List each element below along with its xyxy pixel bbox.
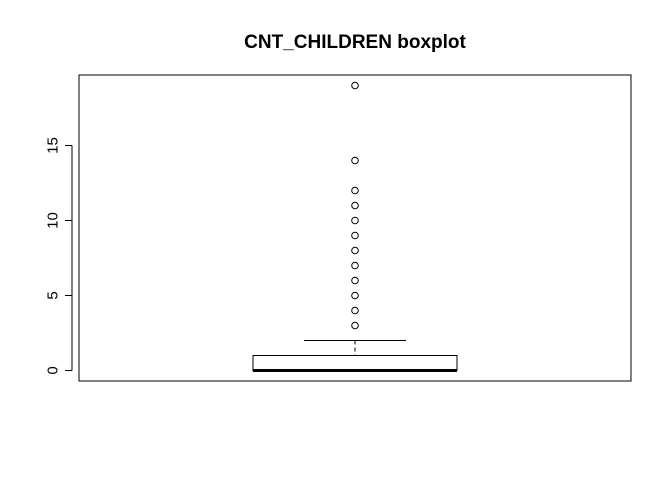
y-tick-label: 0 — [45, 366, 62, 374]
outlier-point — [351, 291, 359, 300]
outlier-point — [351, 81, 359, 90]
outlier-point — [351, 186, 359, 195]
y-axis: 0 5 10 15 — [45, 137, 73, 375]
y-tick-label: 10 — [45, 212, 62, 229]
outlier-point — [351, 306, 359, 315]
outlier-group — [351, 81, 359, 330]
outlier-point — [351, 276, 359, 285]
outlier-point — [351, 231, 359, 240]
outlier-point — [351, 261, 359, 270]
outlier-point — [351, 201, 359, 210]
outlier-point — [351, 216, 359, 225]
box-group — [252, 340, 458, 372]
outlier-point — [351, 321, 359, 330]
plot-frame — [78, 74, 632, 382]
chart-title: CNT_CHILDREN boxplot — [244, 32, 466, 53]
outlier-point — [351, 246, 359, 255]
y-tick-label: 5 — [45, 291, 62, 299]
y-tick-label: 15 — [45, 137, 62, 154]
outlier-point — [351, 156, 359, 165]
box-iqr — [252, 355, 458, 371]
